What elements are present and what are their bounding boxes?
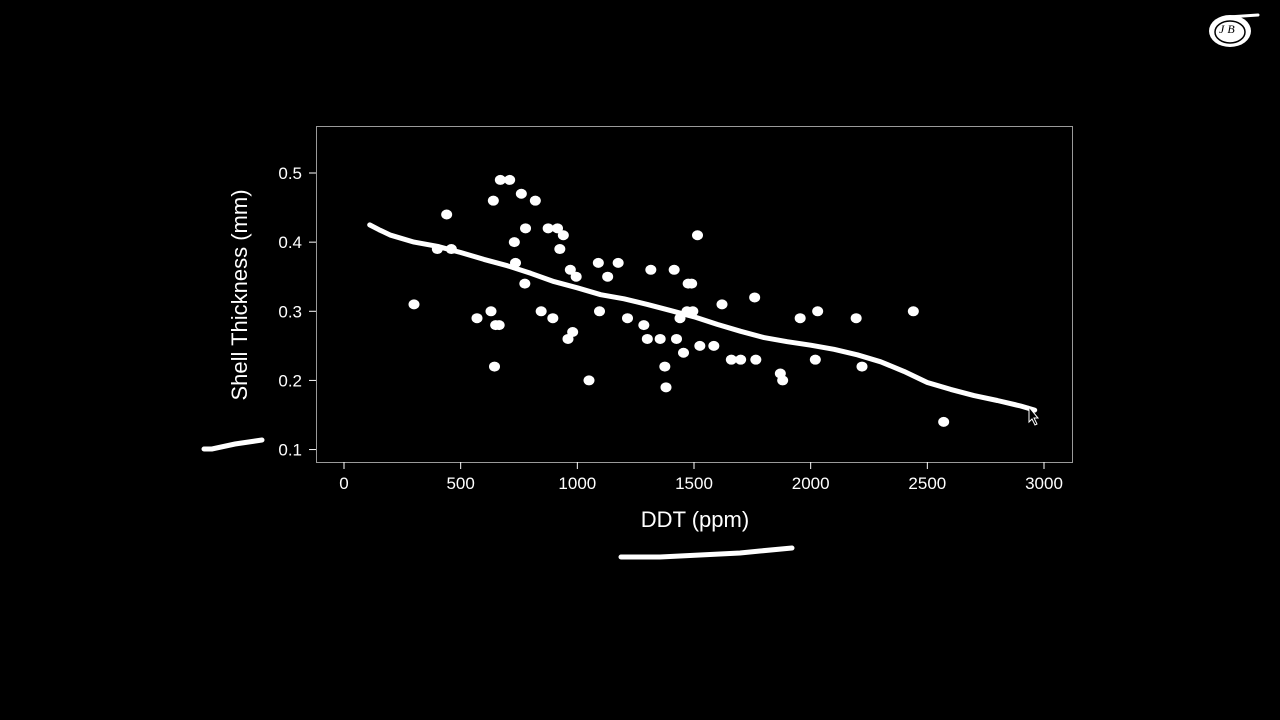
data-point [686,278,698,289]
data-point [692,230,703,241]
data-point [645,264,657,275]
data-point [508,237,520,248]
data-point [554,244,566,255]
x-tick-label: 3000 [1025,474,1063,493]
data-point [592,257,604,268]
data-point [583,375,595,386]
data-point [519,278,531,289]
data-point [907,306,919,317]
data-point [535,306,547,317]
data-point [735,354,747,365]
data-point [504,174,516,185]
data-point [749,292,761,303]
y-tick-label: 0.5 [278,164,302,183]
data-point [938,416,950,427]
x-tick-label: 1000 [558,474,596,493]
data-point [777,375,789,386]
data-point [654,333,666,344]
x-axis: 0 500 1000 1500 2000 2500 3000 [339,462,1063,493]
data-point [750,354,762,365]
y-axis: 0.1 0.2 0.3 0.4 0.5 [278,164,316,460]
data-point [485,306,497,317]
y-tick-label: 0.1 [278,441,302,460]
data-point [694,340,706,351]
data-point [489,361,500,372]
data-point [660,382,672,393]
data-point [471,313,483,324]
data-point [542,223,554,234]
data-point [659,361,671,372]
data-point [529,195,541,206]
data-point [612,257,624,268]
x-tick-label: 2000 [792,474,830,493]
x-tick-label: 2500 [908,474,946,493]
jb-sigma-logo-icon: J B [1209,13,1260,47]
data-point [570,271,582,282]
data-point [850,313,862,324]
data-point [408,299,420,310]
ink-stroke-mark [618,545,795,560]
data-point [812,306,824,317]
data-point [567,327,579,338]
data-point [487,195,499,206]
scatter-points [408,174,950,427]
x-tick-label: 0 [339,474,348,493]
data-point [441,209,453,220]
x-tick-label: 500 [446,474,474,493]
y-tick-label: 0.3 [278,302,302,321]
mouse-cursor-icon [1028,405,1040,426]
data-point [641,333,653,344]
data-point [493,320,505,331]
logo-text: J B [1219,22,1235,36]
data-point [494,174,506,185]
x-tick-label: 1500 [675,474,713,493]
data-point [564,264,576,275]
ink-stroke-mark [201,437,265,452]
data-point [716,299,728,310]
data-point [594,306,605,317]
data-point [638,320,650,331]
data-point [552,223,563,234]
data-point [856,361,868,372]
data-point [725,354,737,365]
data-point [708,340,720,351]
data-point [809,354,821,365]
y-tick-label: 0.2 [278,371,302,390]
x-axis-title: DDT (ppm) [641,507,749,532]
y-axis-title: Shell Thickness (mm) [227,189,252,400]
data-point [622,313,633,324]
data-point [602,271,614,282]
plot-frame [316,126,1073,463]
data-point [515,188,527,199]
data-point [794,313,806,324]
smooth-trend-line [367,222,1038,413]
data-point [678,347,689,358]
data-point [547,313,559,324]
data-point [520,223,532,234]
data-point [668,264,680,275]
y-tick-label: 0.4 [278,233,302,252]
data-point [557,230,569,241]
data-point [671,333,682,344]
